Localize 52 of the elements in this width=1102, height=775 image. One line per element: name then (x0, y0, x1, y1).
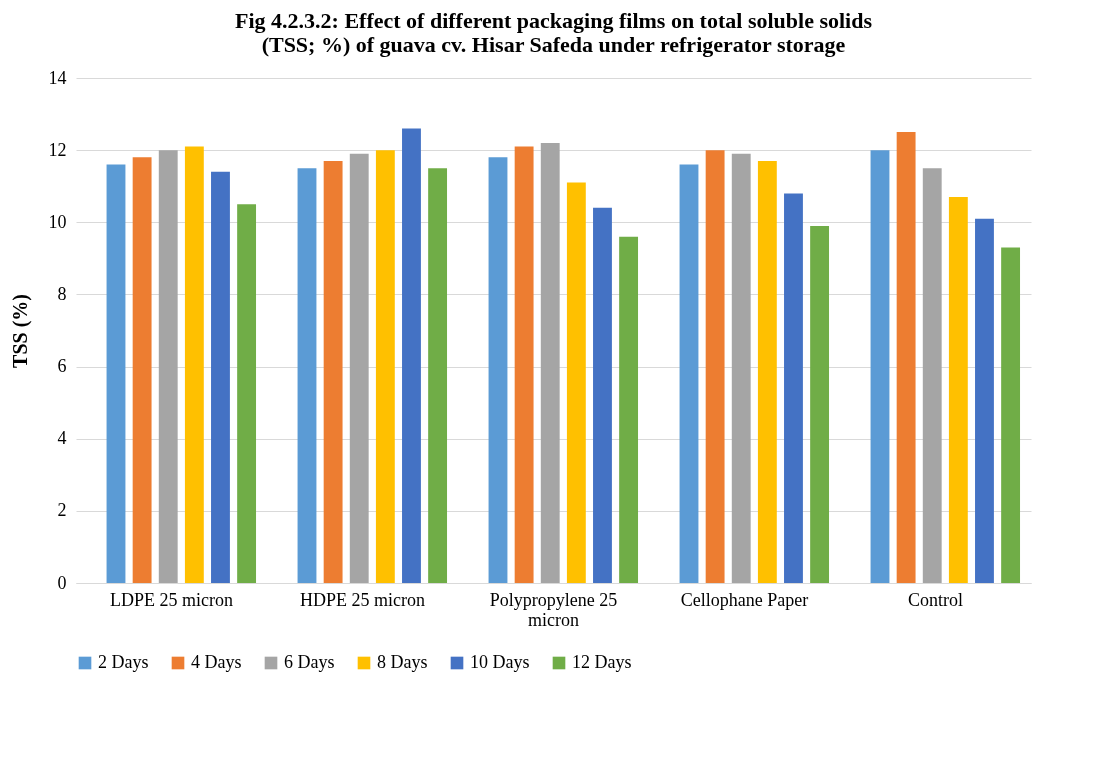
bar (211, 171, 230, 583)
bar (323, 160, 343, 583)
legend-label: 10 Days (470, 652, 530, 672)
y-tick-label: 6 (57, 356, 67, 377)
bar (705, 150, 725, 583)
legend-label: 12 Days (572, 652, 632, 672)
bar (593, 207, 612, 583)
bar (896, 132, 916, 583)
bar (757, 160, 777, 583)
x-tick-label: Control (907, 589, 964, 610)
y-tick-label: 12 (48, 139, 67, 160)
legend-label: 2 Days (98, 652, 149, 672)
bar (540, 142, 560, 583)
y-tick-label: 8 (57, 283, 67, 304)
x-tick-label: HDPE 25 micron (300, 589, 425, 610)
bar (731, 153, 751, 583)
legend-label: 4 Days (191, 652, 242, 672)
y-tick-label: 4 (57, 428, 67, 449)
legend-label: 6 Days (284, 652, 335, 672)
bar (679, 164, 699, 583)
bar (784, 193, 803, 583)
bar (975, 218, 994, 583)
y-tick-label: 2 (57, 500, 67, 521)
x-tick-label: Cellophane Paper (680, 589, 809, 610)
x-tick-label: Polypropylene 25 micron (489, 589, 618, 630)
bar (1001, 247, 1021, 583)
legend-label: 8 Days (377, 652, 428, 672)
bar (810, 225, 830, 583)
bar (158, 150, 178, 583)
x-tick-label: LDPE 25 micron (110, 589, 233, 610)
bar (132, 157, 152, 583)
bar (566, 182, 586, 583)
bar (870, 150, 890, 583)
y-tick-label: 0 (57, 572, 67, 593)
y-tick-label: 14 (48, 67, 67, 88)
bar (106, 164, 126, 583)
bar (922, 168, 942, 583)
y-tick-label: 10 (48, 211, 67, 232)
bar (619, 236, 639, 583)
bar (297, 168, 317, 583)
text: Fig 4.2.3.2: Effect of different packaging films on total soluble solids (235, 8, 872, 33)
bar (375, 150, 395, 583)
bar (514, 146, 534, 583)
y-axis-title: TSS (%) (8, 294, 32, 368)
bar (184, 146, 204, 583)
bar (428, 168, 448, 583)
bar (402, 128, 421, 583)
bar (237, 204, 257, 583)
text: (TSS; %) of guava cv. Hisar Safeda under refrigerator storage (261, 32, 846, 57)
bar (349, 153, 369, 583)
bar (488, 157, 508, 583)
bar (948, 197, 968, 583)
